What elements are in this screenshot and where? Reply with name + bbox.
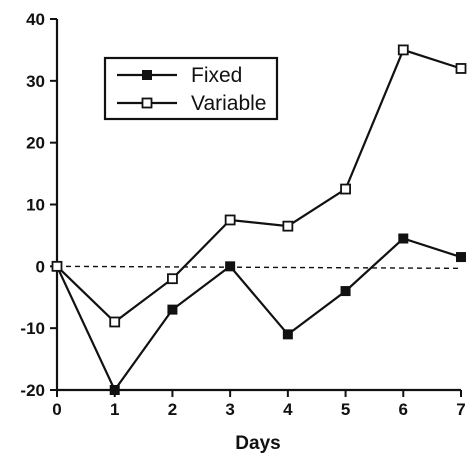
legend: Fixed Variable	[103, 56, 279, 121]
x-tick-label: 2	[168, 400, 177, 419]
x-axis-title: Days	[235, 433, 280, 454]
data-point-variable	[109, 316, 121, 328]
data-point-fixed	[167, 304, 178, 315]
legend-box	[103, 56, 279, 121]
legend-marker-fixed	[142, 70, 152, 80]
x-tick-label: 1	[110, 400, 119, 419]
series-line-variable	[56, 48, 462, 324]
x-tick-label: 6	[399, 400, 408, 419]
legend-label-variable: Variable	[191, 92, 267, 115]
data-point-fixed	[282, 329, 293, 340]
series-layer	[51, 44, 467, 395]
data-point-variable	[282, 220, 294, 232]
x-tick-label: 7	[456, 400, 465, 419]
x-tick-label: 4	[283, 400, 293, 419]
data-point-variable	[51, 260, 63, 272]
y-tick-label: 40	[26, 10, 45, 29]
data-point-fixed	[225, 261, 236, 272]
data-point-variable	[397, 44, 409, 56]
y-tick-label: -20	[20, 381, 45, 400]
legend-label-fixed: Fixed	[191, 64, 242, 87]
axes: -20 -10 0 10 20 30 40 0 1 2 3 4 5 6 7	[20, 10, 465, 419]
data-point-variable	[224, 214, 236, 226]
legend-marker-variable	[141, 97, 153, 109]
data-point-variable	[167, 273, 178, 285]
reference-line-layer	[56, 265, 462, 270]
data-point-fixed	[340, 286, 351, 297]
zero-reference-line	[56, 265, 462, 270]
y-tick-label: 0	[36, 257, 45, 276]
data-point-fixed	[398, 233, 409, 244]
x-tick-label: 5	[341, 400, 350, 419]
data-point-variable	[340, 183, 351, 195]
y-tick-label: 10	[26, 196, 45, 215]
y-tick-label: 20	[26, 134, 45, 153]
y-tick-label: 30	[26, 72, 45, 91]
data-point-variable	[455, 63, 467, 74]
x-tick-label: 3	[225, 400, 234, 419]
y-tick-label: -10	[20, 319, 45, 338]
series-line-fixed	[56, 237, 462, 393]
series-fixed	[52, 233, 466, 395]
x-tick-label: 0	[52, 400, 61, 419]
data-point-fixed	[109, 385, 120, 395]
series-variable	[51, 44, 467, 328]
data-point-fixed	[456, 252, 466, 263]
